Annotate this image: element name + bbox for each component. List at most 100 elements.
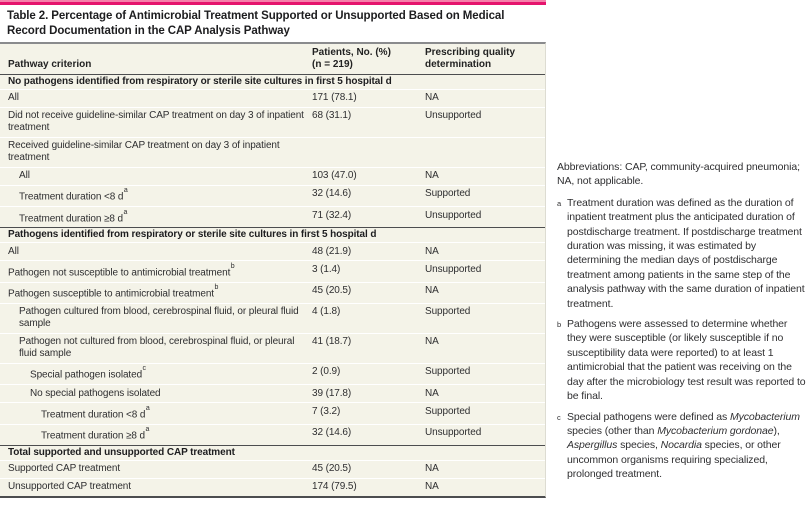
table-row: Unsupported CAP treatment 174 (79.5) NA <box>0 477 545 496</box>
footnote-text-segment: Pathogens were assessed to determine whe… <box>567 318 806 403</box>
header-col3-line1: Prescribing quality <box>425 47 516 58</box>
cell-patients-value: 39 (17.8) <box>312 387 352 399</box>
cell-patients-value: 103 (47.0) <box>312 170 357 182</box>
cell-patients-value: 32 (14.6) <box>312 427 352 439</box>
cell-criterion: Total supported and unsupported CAP trea… <box>0 446 545 460</box>
cell-criterion: Treatment duration ≥8 da <box>0 425 312 445</box>
table-row: Treatment duration <8 da 32 (14.6) Support… <box>0 184 545 206</box>
cell-determination: NA <box>425 336 439 348</box>
header-col3-line2: determination <box>425 59 492 70</box>
cell-patients-value: 171 (78.1) <box>312 92 357 104</box>
table-row: Treatment duration <8 da 7 (3.2) Supported <box>0 402 545 423</box>
footnote-text: Pathogens were assessed to determine whe… <box>567 317 806 403</box>
criterion-label: Pathogen cultured from blood, cerebrospi… <box>19 306 299 330</box>
cell-patients-value: 3 (1.4) <box>312 263 341 275</box>
footnote-ref: a <box>123 187 128 195</box>
footnote-ref: b <box>230 262 235 270</box>
footnote-ref: a <box>123 208 128 216</box>
cell-criterion: Treatment duration <8 da <box>0 186 312 206</box>
table-accent-bar <box>0 0 546 5</box>
table-title: Table 2. Percentage of Antimicrobial Tre… <box>0 5 546 42</box>
cell-determination: Supported <box>425 405 471 417</box>
criterion-label: All <box>8 245 19 257</box>
section-row: No pathogens identified from respiratory… <box>0 74 545 89</box>
footnote-marker: b <box>557 320 562 330</box>
cell-determination: Supported <box>425 366 471 378</box>
criterion-label: Total supported and unsupported CAP trea… <box>8 446 235 458</box>
footnote: c Special pathogens were defined as Mycob… <box>557 410 806 482</box>
criterion-label: Special pathogen isolated <box>30 369 143 381</box>
cell-criterion: All <box>0 243 312 260</box>
table-row: All 48 (21.9) NA <box>0 242 545 260</box>
criterion-label: Treatment duration <8 d <box>19 191 124 203</box>
table-row: Pathogen not cultured from blood, cerebr… <box>0 332 545 363</box>
cell-criterion: Treatment duration <8 da <box>0 403 312 423</box>
cell-criterion: Treatment duration ≥8 da <box>0 207 312 227</box>
cell-criterion: Pathogen susceptible to antimicrobial tr… <box>0 283 312 303</box>
cell-determination: Unsupported <box>425 263 482 275</box>
footnote-ref: a <box>145 426 150 434</box>
cell-criterion: No pathogens identified from respiratory… <box>0 75 545 89</box>
section-row: Pathogens identified from respiratory or… <box>0 227 545 242</box>
cell-determination: NA <box>425 387 439 399</box>
criterion-label: Pathogen not cultured from blood, cerebr… <box>19 336 295 360</box>
cell-determination: Supported <box>425 188 471 200</box>
criterion-label: Received guideline-similar CAP treatment… <box>8 140 280 164</box>
cell-criterion: Supported CAP treatment <box>0 461 312 478</box>
cell-determination <box>425 138 545 167</box>
cell-criterion: No special pathogens isolated <box>0 385 312 402</box>
criterion-label: All <box>8 92 19 104</box>
cell-criterion: Pathogen cultured from blood, cerebrospi… <box>0 304 312 333</box>
footnote: b Pathogens were assessed to determine wh… <box>557 317 806 403</box>
footnote-ref: a <box>145 404 150 412</box>
cell-criterion: All <box>0 90 312 107</box>
section-row: Total supported and unsupported CAP trea… <box>0 444 545 460</box>
footnote: a Treatment duration was defined as the d… <box>557 196 806 311</box>
footnote-marker: a <box>557 198 562 208</box>
criterion-label: No pathogens identified from respiratory… <box>8 76 392 87</box>
cell-patients-value: 2 (0.9) <box>312 366 341 378</box>
table-row: Supported CAP treatment 45 (20.5) NA <box>0 459 545 478</box>
footnotes-list: a Treatment duration was defined as the d… <box>557 196 806 482</box>
table-body: No pathogens identified from respiratory… <box>0 74 545 496</box>
table-row: Pathogen not susceptible to antimicrobia… <box>0 260 545 281</box>
cell-criterion: Received guideline-similar CAP treatment… <box>0 138 312 167</box>
criterion-label: Supported CAP treatment <box>8 463 121 475</box>
cell-determination: NA <box>425 92 439 104</box>
cell-criterion: Pathogen not cultured from blood, cerebr… <box>0 334 312 363</box>
table-row: Treatment duration ≥8 da 71 (32.4) Unsuppo… <box>0 206 545 227</box>
footnote-text-segment: species (other than <box>567 424 658 437</box>
footnote-text-italic-segment: Mycobacterium <box>729 410 800 423</box>
table-panel: Table 2. Percentage of Antimicrobial Tre… <box>0 0 546 498</box>
criterion-label: Unsupported CAP treatment <box>8 481 131 493</box>
table-row: All 171 (78.1) NA <box>0 88 545 107</box>
criterion-label: Pathogen susceptible to antimicrobial tr… <box>8 288 214 300</box>
table-row: Special pathogen isolatedc 2 (0.9) Support… <box>0 362 545 384</box>
cell-determination: NA <box>425 481 439 493</box>
header-col-patients: Patients, No. (%) (n = 219) <box>312 47 425 71</box>
footnote-ref: c <box>142 365 147 373</box>
cell-patients-value: 68 (31.1) <box>312 110 352 122</box>
cell-determination: NA <box>425 245 439 257</box>
footnote-ref: b <box>214 284 219 292</box>
cell-patients-value <box>312 138 425 167</box>
header-col2-line2: (n = 219) <box>312 59 353 70</box>
cell-criterion: Unsupported CAP treatment <box>0 479 312 496</box>
footnote-text-italic-segment: Nocardia <box>660 439 702 452</box>
footnotes-panel: Abbreviations: CAP, community-acquired p… <box>546 0 810 508</box>
table-row: No special pathogens isolated 39 (17.8) NA <box>0 384 545 402</box>
cell-criterion: All <box>0 168 312 185</box>
cell-patients-value: 71 (32.4) <box>312 209 352 221</box>
table-row: Treatment duration ≥8 da 32 (14.6) Unsuppo… <box>0 423 545 445</box>
abbreviations-note: Abbreviations: CAP, community-acquired p… <box>557 161 800 188</box>
table-row: Did not receive guideline-similar CAP tr… <box>0 106 545 137</box>
header-col-pathway-criterion: Pathway criterion <box>0 59 312 71</box>
cell-determination: Supported <box>425 306 471 318</box>
footnote-text-segment: ), <box>773 424 780 437</box>
cell-criterion: Special pathogen isolatedc <box>0 364 312 384</box>
cell-determination: Unsupported <box>425 209 482 221</box>
cell-determination: NA <box>425 463 439 475</box>
criterion-label: Pathogen not susceptible to antimicrobia… <box>8 267 231 279</box>
criterion-label: Treatment duration ≥8 d <box>41 430 145 442</box>
